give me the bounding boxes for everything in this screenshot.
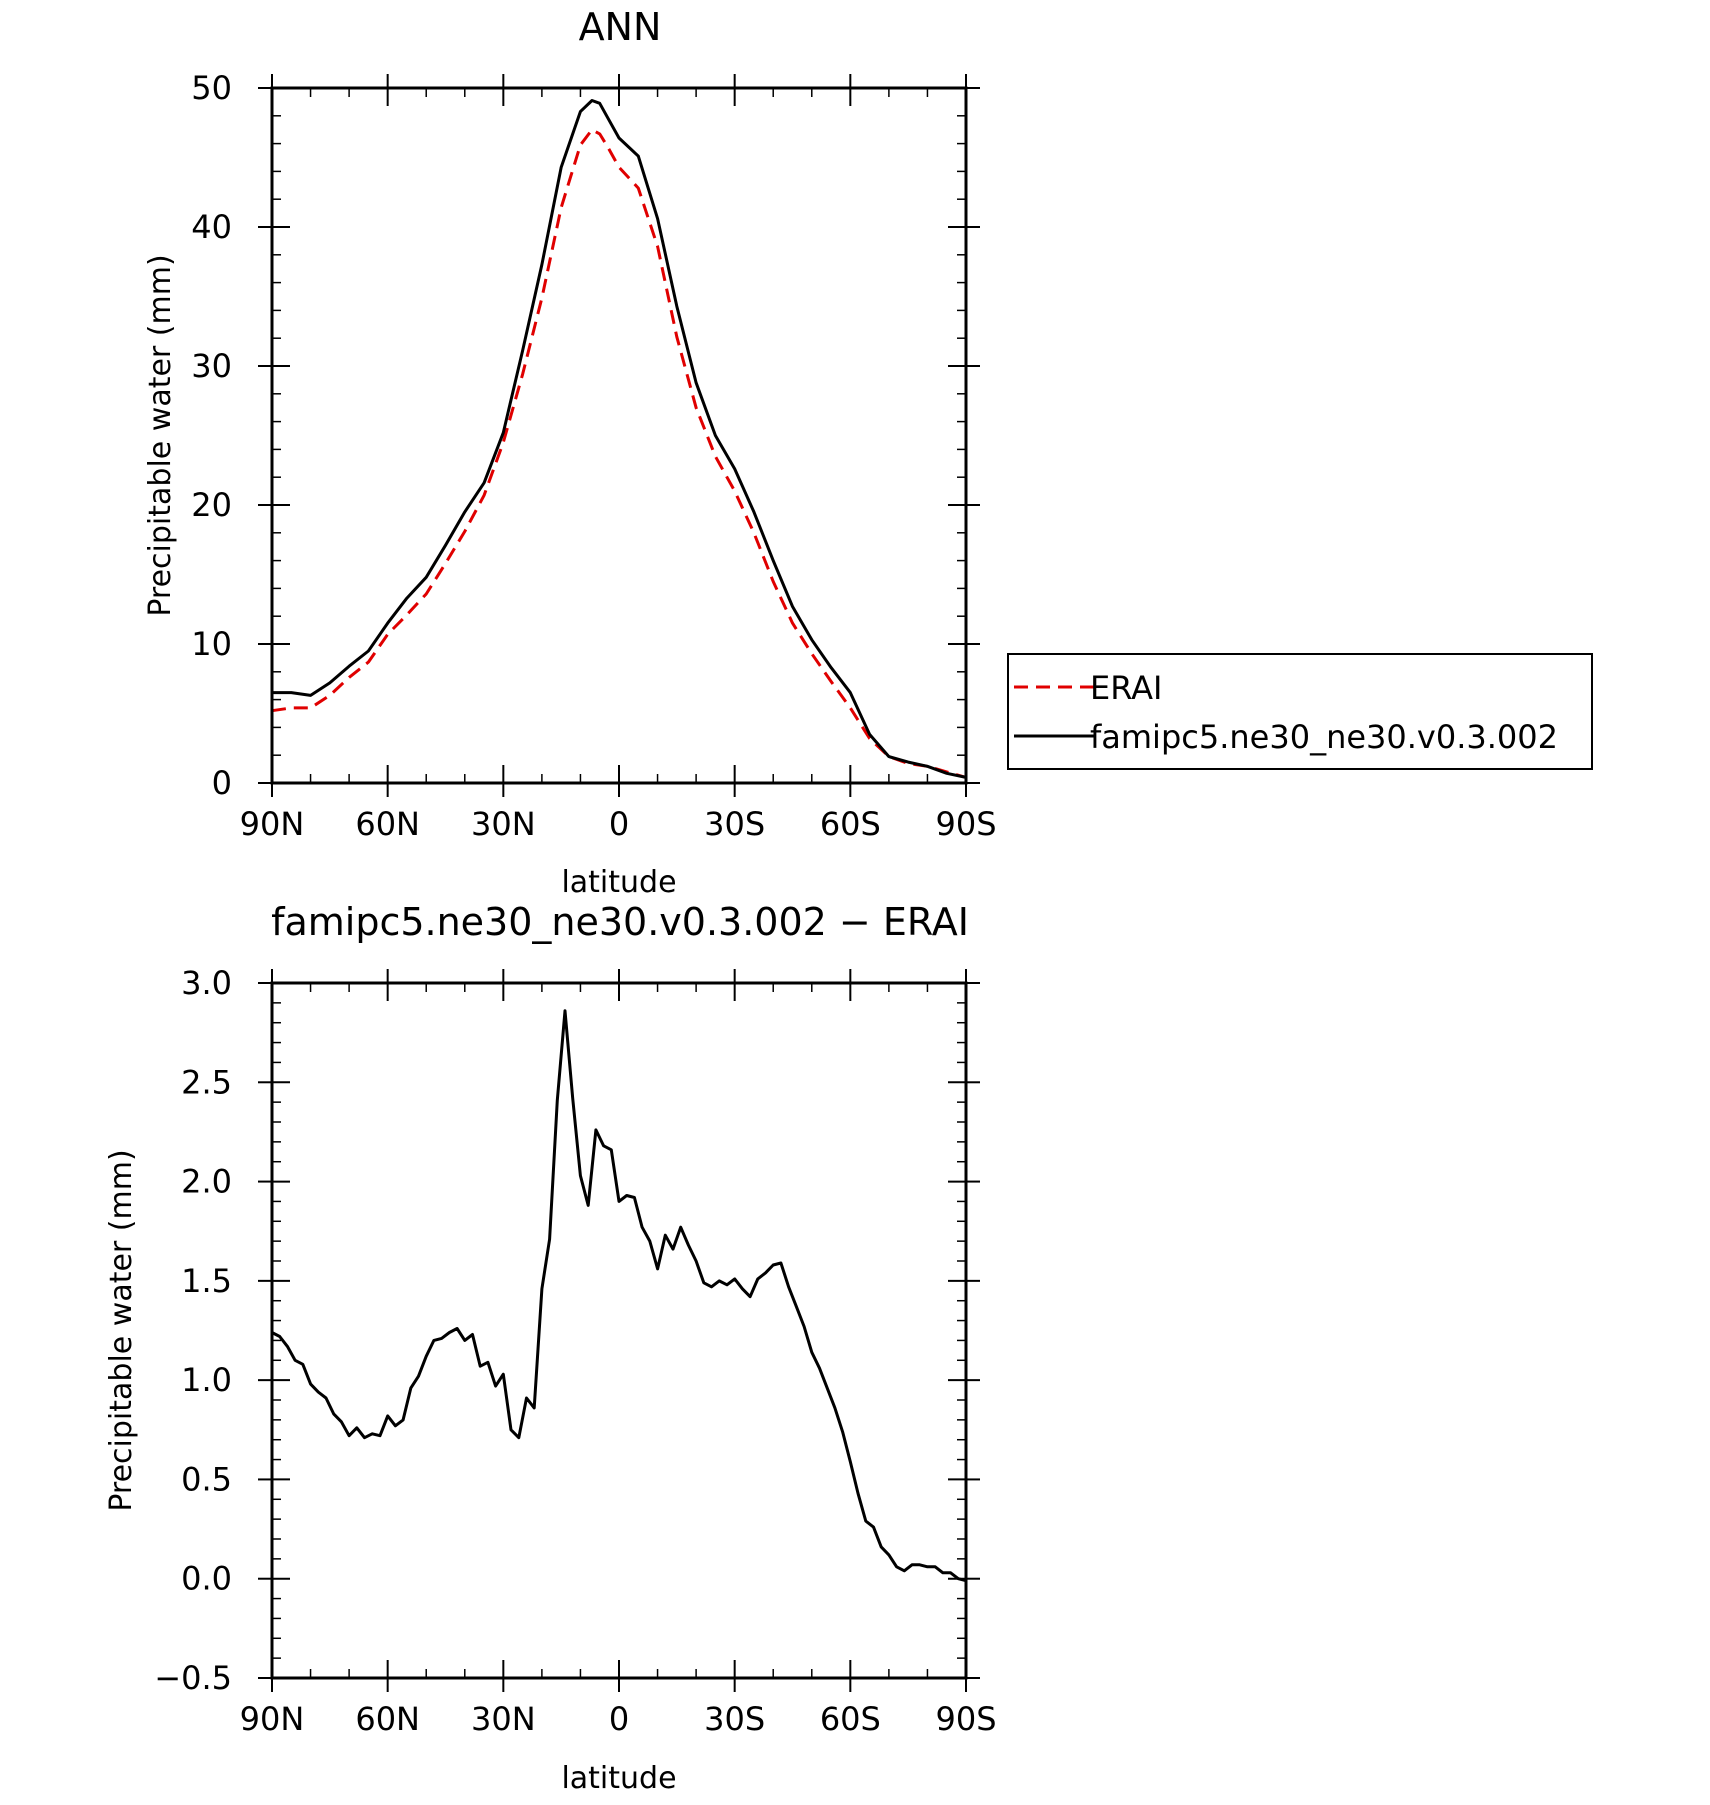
bottom-panel: famipc5.ne30_ne30.v0.3.002 − ERAI 90N 60N… [104, 900, 997, 1796]
legend-label-erai: ERAI [1090, 669, 1162, 707]
bottom-x-axis-title: latitude [561, 1761, 676, 1796]
legend: ERAI famipc5.ne30_ne30.v0.3.002 [1007, 653, 1593, 770]
top-y-tick-label: 10 [191, 625, 232, 663]
bottom-y-tick-label: 2.0 [181, 1163, 232, 1201]
top-y-tick-label: 30 [191, 347, 232, 385]
top-x-tick-label: 0 [609, 805, 629, 843]
bottom-x-tick-label: 30N [471, 1700, 536, 1738]
bottom-y-ticks: −0.5 0.0 0.5 1.0 1.5 2.0 2.5 3.0 [154, 964, 980, 1697]
top-x-tick-label: 30S [704, 805, 765, 843]
bottom-series-line-0 [271, 1009, 967, 1583]
legend-label-model: famipc5.ne30_ne30.v0.3.002 [1090, 718, 1558, 756]
top-x-tick-label: 60N [355, 805, 420, 843]
bottom-y-tick-label: 0.5 [181, 1460, 232, 1498]
top-y-axis-title: Precipitable water (mm) [143, 254, 178, 616]
top-x-tick-label: 90S [935, 805, 996, 843]
bottom-x-tick-label: 90N [240, 1700, 305, 1738]
top-y-tick-label: 50 [191, 69, 232, 107]
bottom-y-tick-label: 1.0 [181, 1361, 232, 1399]
top-chart-title: ANN [579, 5, 662, 49]
legend-box [1007, 653, 1593, 770]
bottom-x-tick-label: 60N [355, 1700, 420, 1738]
bottom-y-tick-label: 0.0 [181, 1560, 232, 1598]
bottom-y-tick-label: 2.5 [181, 1063, 232, 1101]
top-y-ticks: 0 10 20 30 40 50 [191, 69, 980, 802]
top-panel: ANN 90N 60N 30N 0 30S 60S 90S 0 10 20 30 40 50 lati… [143, 5, 997, 900]
bottom-x-tick-label: 60S [820, 1700, 881, 1738]
bottom-y-tick-label: −0.5 [154, 1659, 232, 1697]
bottom-x-tick-label: 0 [609, 1700, 629, 1738]
top-y-tick-label: 20 [191, 486, 232, 524]
top-y-tick-label: 0 [212, 764, 232, 802]
bottom-y-axis-title: Precipitable water (mm) [104, 1149, 139, 1511]
top-x-tick-label: 30N [471, 805, 536, 843]
bottom-x-ticks: 90N 60N 30N 0 30S 60S 90S [240, 969, 997, 1738]
bottom-x-tick-label: 90S [935, 1700, 996, 1738]
top-y-tick-label: 40 [191, 208, 232, 246]
top-series-line-1 [272, 99, 967, 779]
bottom-plot-frame [270, 981, 968, 1680]
top-series-line-0 [271, 128, 967, 779]
top-x-tick-label: 90N [240, 805, 305, 843]
bottom-chart-title: famipc5.ne30_ne30.v0.3.002 − ERAI [271, 900, 969, 944]
top-x-tick-label: 60S [820, 805, 881, 843]
bottom-y-tick-label: 3.0 [181, 964, 232, 1002]
bottom-x-tick-label: 30S [704, 1700, 765, 1738]
bottom-series [271, 1009, 967, 1583]
bottom-y-tick-label: 1.5 [181, 1262, 232, 1300]
top-series [271, 99, 967, 779]
top-x-ticks: 90N 60N 30N 0 30S 60S 90S [240, 74, 997, 843]
top-plot-frame [270, 86, 968, 785]
top-x-axis-title: latitude [561, 865, 676, 900]
